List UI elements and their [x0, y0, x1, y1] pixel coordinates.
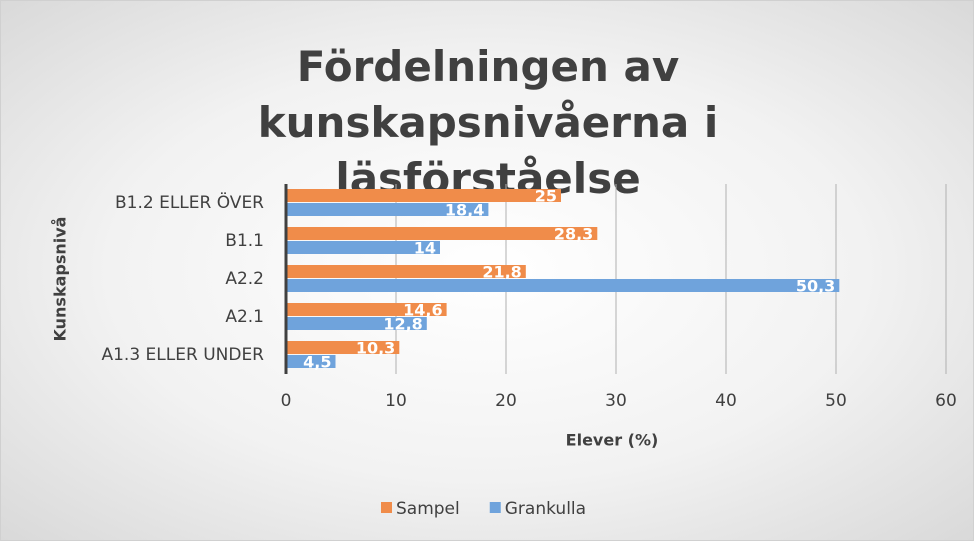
y-tick-label: B1.2 ELLER ÖVER: [115, 191, 264, 213]
legend-swatch: [489, 502, 501, 513]
data-label: 14,6: [403, 301, 442, 320]
y-tick-label: B1.1: [225, 231, 264, 251]
x-tick-label: 10: [385, 391, 407, 411]
y-tick-label: A1.3 ELLER UNDER: [101, 345, 264, 365]
x-tick-label: 30: [605, 391, 627, 411]
bar: [286, 279, 840, 292]
data-label: 25: [535, 187, 557, 206]
y-tick-label: A2.1: [225, 307, 264, 327]
bar: [286, 317, 427, 330]
legend-swatch: [381, 502, 392, 513]
legend-label: Grankulla: [505, 499, 586, 519]
bar: [286, 355, 336, 368]
data-label: 12,8: [383, 315, 422, 334]
bar: [286, 303, 447, 316]
data-label: 14: [414, 239, 436, 258]
data-label: 10,3: [356, 339, 395, 358]
x-axis-label: Elever (%): [566, 431, 659, 450]
bar: [286, 203, 489, 216]
y-tick-label: A2.2: [225, 269, 264, 289]
bar: [286, 227, 598, 240]
x-tick-label: 0: [281, 391, 292, 411]
bar: [286, 241, 440, 254]
bar: [286, 265, 526, 278]
data-label: 50,3: [796, 277, 835, 296]
data-label: 18,4: [445, 201, 484, 220]
legend-label: Sampel: [396, 499, 460, 519]
x-tick-label: 60: [935, 391, 957, 411]
chart-title: Fördelningen av kunskapsnivåerna i läsfö…: [257, 42, 719, 203]
y-axis-label: Kunskapsnivå: [51, 217, 70, 342]
bar: [286, 341, 400, 354]
data-label: 21,8: [482, 263, 521, 282]
x-tick-label: 40: [715, 391, 737, 411]
bar: [286, 189, 561, 202]
data-label: 4,5: [303, 353, 331, 372]
x-tick-label: 50: [825, 391, 847, 411]
data-label: 28,3: [554, 225, 593, 244]
x-tick-label: 20: [495, 391, 517, 411]
